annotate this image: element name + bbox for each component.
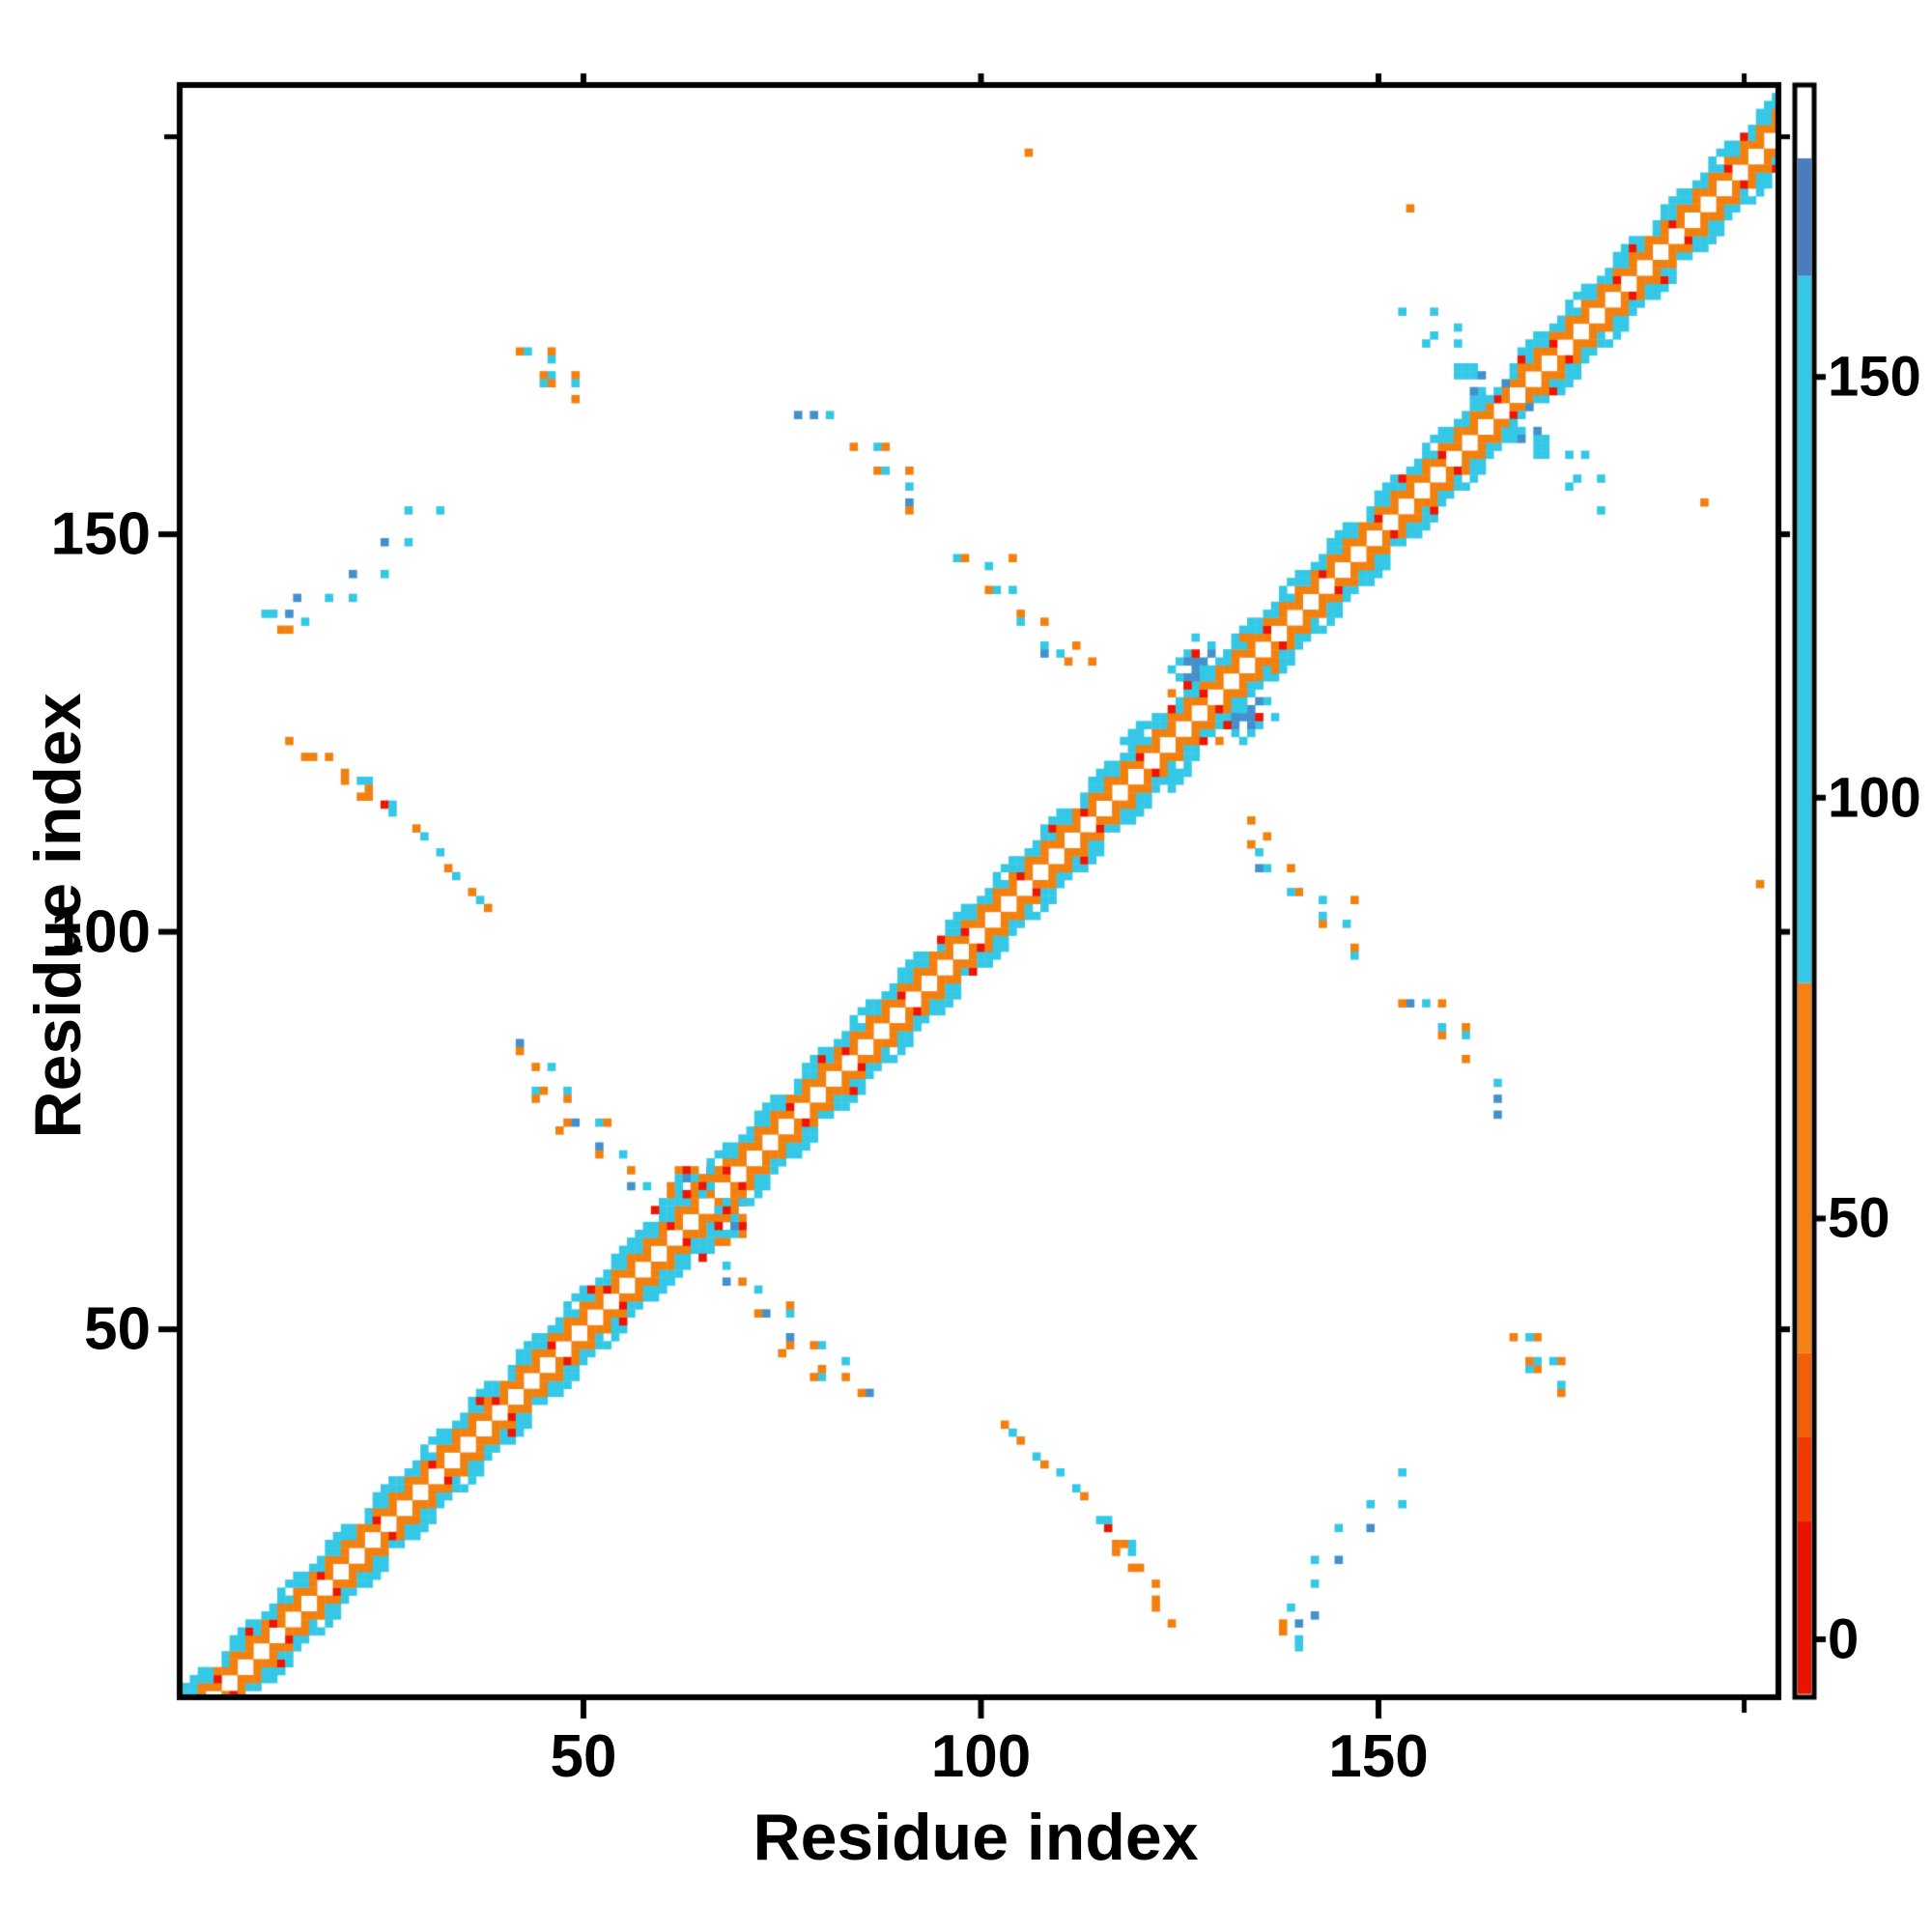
y-tick-label: 150 bbox=[50, 500, 151, 568]
x-tick-label: 150 bbox=[1328, 1723, 1429, 1790]
colorbar-tick-label: 150 bbox=[1828, 345, 1921, 409]
y-tick-label: 100 bbox=[50, 898, 151, 966]
colorbar-tick-label: 50 bbox=[1828, 1186, 1890, 1250]
colorbar-tick-label: 100 bbox=[1828, 766, 1921, 830]
x-axis-title: Residue index bbox=[753, 1801, 1199, 1874]
x-tick-label: 100 bbox=[930, 1723, 1032, 1790]
x-tick-label: 50 bbox=[550, 1723, 617, 1790]
colorbar-tick-label: 0 bbox=[1828, 1607, 1860, 1671]
y-tick-label: 50 bbox=[84, 1295, 151, 1363]
